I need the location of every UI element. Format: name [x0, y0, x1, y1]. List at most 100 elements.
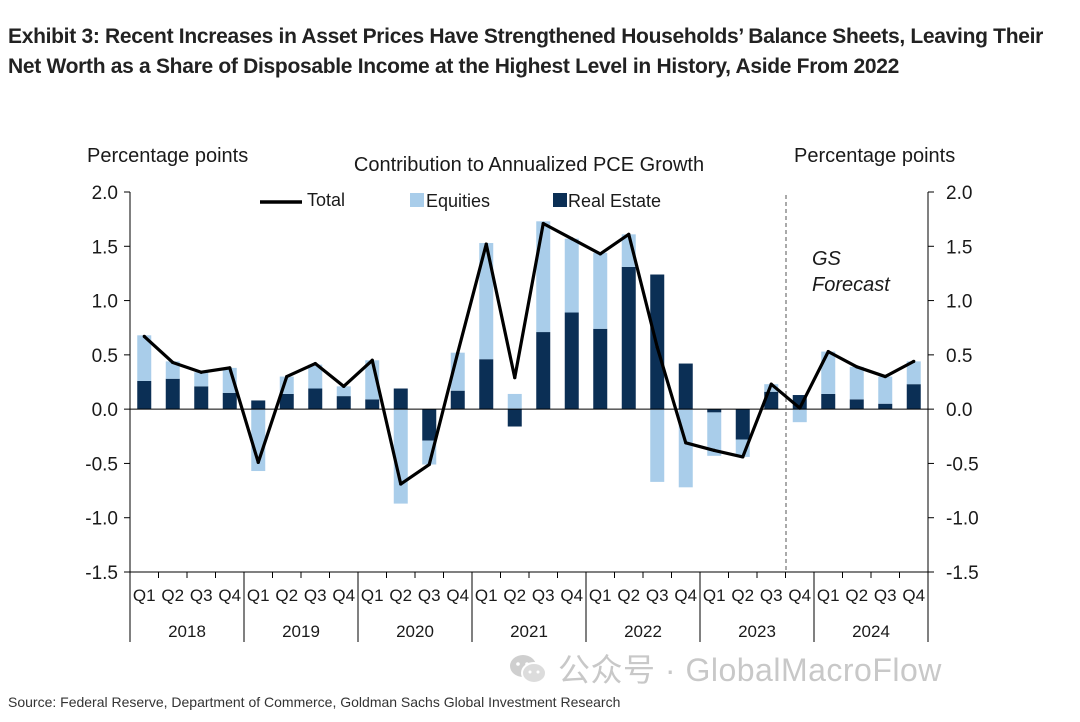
total-point [342, 384, 346, 388]
total-point [655, 345, 659, 349]
bar-real-estate [621, 266, 636, 410]
total-point [598, 252, 602, 256]
legend-real-estate-label: Real Estate [568, 191, 661, 211]
bar-real-estate [821, 393, 836, 410]
total-point [513, 376, 517, 380]
bar-real-estate [165, 378, 180, 410]
y-tick-label-left: 0.5 [92, 346, 118, 367]
total-point [741, 455, 745, 459]
bar-real-estate [308, 388, 323, 410]
total-point [883, 374, 887, 379]
bar-equities [792, 409, 807, 423]
year-label: 2023 [738, 622, 776, 641]
total-point [912, 359, 916, 363]
y-tick-label-right: 0.5 [946, 346, 972, 367]
bar-equities [821, 351, 836, 394]
total-point [855, 365, 859, 369]
quarter-label: Q2 [845, 586, 868, 605]
total-point [627, 232, 631, 236]
year-label: 2018 [168, 622, 206, 641]
bar-equities [308, 364, 323, 389]
y-tick-label-left: -1.5 [85, 563, 118, 584]
bar-real-estate [564, 312, 579, 410]
legend-total-label: Total [307, 190, 345, 210]
total-point [142, 334, 146, 338]
quarter-label: Q4 [902, 586, 925, 605]
bar-real-estate [422, 409, 437, 441]
bar-real-estate [906, 384, 921, 410]
quarter-label: Q3 [646, 586, 669, 605]
quarter-label: Q2 [617, 586, 640, 605]
quarter-label: Q3 [304, 586, 327, 605]
quarter-label: Q2 [161, 586, 184, 605]
quarter-label: Q3 [874, 586, 897, 605]
total-point [399, 482, 403, 486]
bar-equities [336, 386, 351, 397]
axes-layer [124, 191, 934, 642]
year-label: 2021 [510, 622, 548, 641]
quarter-label: Q1 [589, 586, 612, 605]
bar-real-estate [593, 328, 608, 410]
bar-equities [564, 238, 579, 313]
total-point [798, 406, 802, 410]
quarter-label: Q4 [560, 586, 583, 605]
total-point [456, 351, 460, 355]
total-point [769, 382, 773, 386]
y-tick-label-right: 1.5 [946, 237, 972, 258]
bar-equities [650, 409, 665, 482]
total-point [285, 374, 289, 379]
bar-real-estate [507, 409, 522, 427]
y-tick-label-left: 0.0 [92, 400, 118, 421]
bar-equities [165, 361, 180, 379]
bar-real-estate [678, 363, 693, 410]
total-point [256, 460, 260, 464]
y-tick-label-left: 2.0 [92, 183, 118, 204]
year-label: 2020 [396, 622, 434, 641]
total-point [712, 448, 716, 452]
bar-equities [878, 376, 893, 404]
y-tick-label-left: 1.5 [92, 237, 118, 258]
bar-real-estate [336, 396, 351, 410]
bar-real-estate [707, 409, 722, 413]
quarter-label: Q2 [503, 586, 526, 605]
bar-real-estate [735, 409, 750, 440]
quarter-label: Q4 [218, 586, 241, 605]
bar-real-estate [137, 380, 152, 410]
bar-equities [536, 221, 551, 333]
bar-real-estate [536, 332, 551, 410]
bar-real-estate [194, 386, 209, 410]
year-label: 2022 [624, 622, 662, 641]
wechat-icon [508, 652, 548, 694]
quarter-label: Q4 [332, 586, 355, 605]
bar-real-estate [365, 399, 380, 410]
bar-real-estate [251, 400, 266, 410]
watermark-text: 公众号 · GlobalMacroFlow [558, 652, 942, 688]
total-point [541, 221, 545, 226]
y-tick-label-right: -0.5 [946, 454, 979, 475]
bar-equities [507, 393, 522, 410]
quarter-label: Q3 [190, 586, 213, 605]
bar-real-estate [479, 359, 494, 410]
bar-equities [906, 361, 921, 385]
y-tick-label-right: 1.0 [946, 292, 972, 313]
quarter-label: Q3 [760, 586, 783, 605]
y-tick-label-right: -1.5 [946, 563, 979, 584]
watermark: 公众号 · GlobalMacroFlow [508, 645, 942, 694]
y-tick-label-left: -0.5 [85, 454, 118, 475]
total-point [570, 237, 574, 241]
forecast-label-line-1: GS [812, 248, 842, 270]
quarter-label: Q2 [731, 586, 754, 605]
quarter-label: Q1 [133, 586, 156, 605]
quarter-label: Q1 [247, 586, 270, 605]
quarter-label: Q2 [275, 586, 298, 605]
y-tick-label-right: 0.0 [946, 400, 972, 421]
total-point [826, 350, 830, 354]
y-axis-title-right: Percentage points [794, 145, 955, 167]
year-label: 2019 [282, 622, 320, 641]
quarter-label: Q3 [418, 586, 441, 605]
exhibit-title: Exhibit 3: Recent Increases in Asset Pri… [8, 22, 1072, 82]
quarter-label: Q1 [817, 586, 840, 605]
bar-equities [194, 372, 209, 387]
bar-real-estate [279, 393, 294, 410]
